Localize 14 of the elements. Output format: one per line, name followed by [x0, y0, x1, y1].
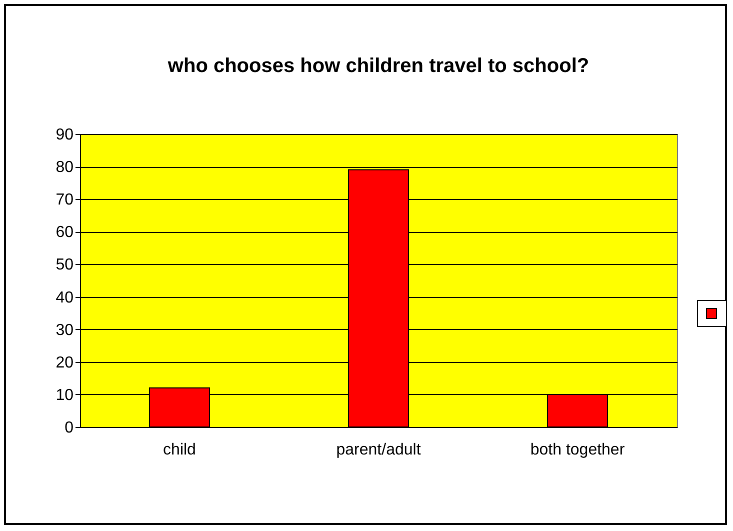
y-tick-label: 70 [56, 192, 74, 209]
y-tick-label: 30 [56, 322, 74, 339]
y-tick-label: 90 [56, 126, 74, 144]
y-tick-label: 40 [56, 289, 74, 306]
y-tick-label: 80 [56, 159, 74, 176]
chart-title: who chooses how children travel to school? [166, 55, 590, 77]
y-tick-label: 20 [56, 354, 74, 372]
y-tick-label: 10 [56, 386, 74, 404]
x-tick-label: child [163, 442, 196, 458]
y-tick-label: 0 [64, 420, 74, 436]
x-tick-label: parent/adult [336, 442, 422, 458]
y-tick-label: 60 [56, 224, 74, 242]
x-tick-label: both together [530, 442, 626, 458]
y-tick-label: 50 [56, 256, 74, 274]
